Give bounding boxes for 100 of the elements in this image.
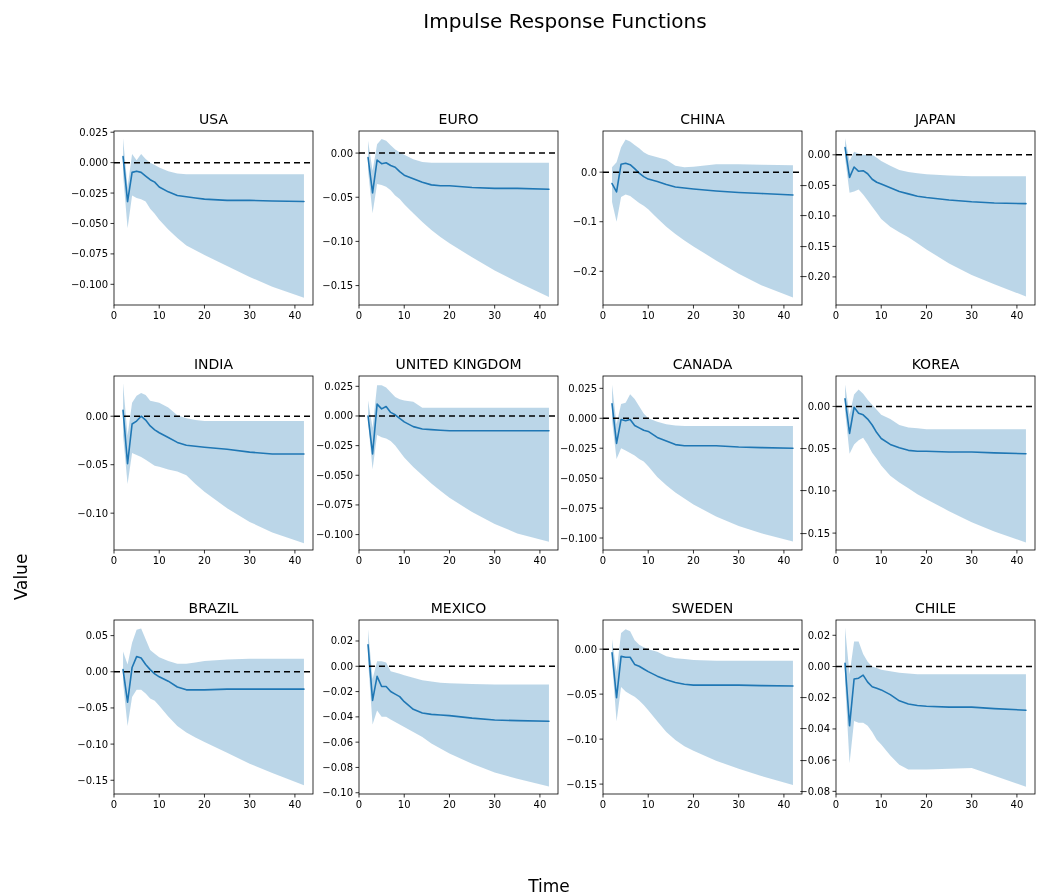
chart-title: MEXICO: [430, 600, 487, 616]
x-tick-label: 40: [533, 799, 547, 810]
line-series: [611, 403, 794, 450]
y-tick-label: −0.10: [77, 738, 108, 750]
x-tick-label: 30: [488, 799, 502, 810]
x-tick-label: 30: [488, 555, 502, 566]
x-tick-label: 40: [1010, 310, 1024, 321]
line-series: [367, 403, 550, 455]
x-tick-label: 20: [198, 555, 211, 566]
x-tick-label: 20: [198, 799, 211, 810]
y-tick-label: −0.15: [799, 240, 830, 252]
y-tick-label: −0.05: [77, 459, 108, 471]
y-tick-label: −0.15: [566, 778, 597, 790]
line-series: [844, 146, 1027, 205]
x-tick-label: 30: [243, 310, 257, 321]
x-tick-label: 10: [641, 555, 655, 566]
x-tick-label: 10: [397, 555, 411, 566]
y-tick-label: −0.025: [70, 187, 108, 199]
y-tick-label: −0.20: [799, 271, 830, 283]
x-tick-label: 0: [355, 555, 363, 566]
x-tick-label: 10: [641, 799, 655, 810]
x-tick-label: 0: [110, 310, 118, 321]
line-series: [122, 155, 305, 203]
x-tick-label: 40: [288, 555, 302, 566]
x-tick-label: 10: [874, 555, 888, 566]
y-tick-label: −0.100: [315, 529, 353, 541]
x-tick-label: 0: [599, 555, 607, 566]
x-tick-label: 30: [965, 555, 979, 566]
y-tick-label: −0.06: [322, 736, 353, 748]
x-tick-label: 40: [1010, 555, 1024, 566]
x-tick-label: 20: [687, 555, 700, 566]
chart-title: CHILE: [914, 600, 957, 616]
x-tick-label: 40: [288, 310, 302, 321]
y-tick-label: 0.00: [807, 400, 830, 412]
x-tick-label: 10: [874, 310, 888, 321]
y-tick-label: −0.04: [322, 711, 353, 723]
x-tick-label: 10: [152, 555, 166, 566]
y-tick-label: −0.05: [566, 688, 597, 700]
line-series: [611, 651, 794, 699]
y-tick-label: 0.025: [324, 380, 353, 392]
y-tick-label: −0.10: [77, 507, 108, 519]
text: Impulse Response Functions: [423, 9, 707, 33]
x-tick-label: 20: [920, 799, 933, 810]
x-tick-label: 30: [732, 310, 746, 321]
line-series: [367, 156, 550, 194]
y-tick-label: −0.10: [566, 733, 597, 745]
y-tick-label: −0.10: [322, 235, 353, 247]
x-tick-label: 0: [355, 310, 363, 321]
x-tick-label: 0: [832, 555, 840, 566]
y-tick-label: −0.075: [315, 499, 353, 511]
y-tick-label: 0.02: [330, 635, 353, 647]
x-tick-label: 30: [243, 555, 257, 566]
y-tick-label: −0.10: [799, 485, 830, 497]
y-tick-label: −0.100: [559, 532, 597, 544]
y-tick-label: 0.00: [807, 661, 830, 672]
line-series: [122, 409, 305, 465]
y-tick-label: −0.075: [70, 248, 108, 260]
x-tick-label: 30: [965, 310, 979, 321]
chart-title: BRAZIL: [188, 600, 239, 616]
x-tick-label: 20: [687, 799, 700, 810]
x-tick-label: 0: [832, 310, 840, 321]
y-tick-label: −0.06: [799, 754, 830, 766]
y-tick-label: −0.05: [799, 179, 830, 191]
chart-title: UNITED KINGDOM: [395, 356, 522, 372]
y-tick-label: −0.2: [572, 265, 597, 277]
y-tick-label: −0.04: [799, 723, 830, 735]
y-tick-label: −0.025: [315, 440, 353, 452]
line-series: [611, 162, 794, 196]
x-tick-label: 30: [732, 799, 746, 810]
x-tick-label: 40: [288, 799, 302, 810]
x-tick-label: 30: [965, 799, 979, 810]
y-tick-label: 0.00: [85, 666, 108, 678]
x-tick-label: 0: [599, 799, 607, 810]
y-tick-label: −0.05: [799, 443, 830, 455]
x-tick-label: 10: [152, 799, 166, 810]
x-tick-label: 10: [874, 799, 888, 810]
chart-title: SWEDEN: [671, 600, 734, 616]
y-tick-label: 0.025: [79, 126, 108, 138]
y-tick-label: −0.02: [322, 686, 353, 698]
y-tick-label: −0.02: [799, 692, 830, 704]
x-tick-label: 40: [777, 310, 791, 321]
y-tick-label: −0.1: [572, 216, 597, 228]
line-series: [122, 655, 305, 703]
y-tick-label: −0.100: [70, 278, 108, 290]
y-tick-label: −0.15: [322, 280, 353, 292]
x-tick-label: 40: [533, 310, 547, 321]
y-tick-label: 0.00: [330, 147, 353, 159]
y-tick-label: 0.000: [568, 412, 597, 424]
x-tick-label: 20: [443, 310, 456, 321]
x-tick-label: 10: [641, 310, 655, 321]
y-tick-label: 0.02: [807, 629, 830, 641]
y-tick-label: −0.05: [77, 702, 108, 714]
x-tick-label: 20: [687, 310, 700, 321]
line-series: [367, 643, 550, 723]
x-tick-label: 40: [1010, 799, 1024, 810]
chart-title: CANADA: [672, 356, 733, 372]
chart-title: KOREA: [911, 356, 960, 372]
x-tick-label: 10: [152, 310, 166, 321]
chart-title: JAPAN: [913, 111, 957, 127]
y-tick-label: 0.000: [324, 410, 353, 422]
